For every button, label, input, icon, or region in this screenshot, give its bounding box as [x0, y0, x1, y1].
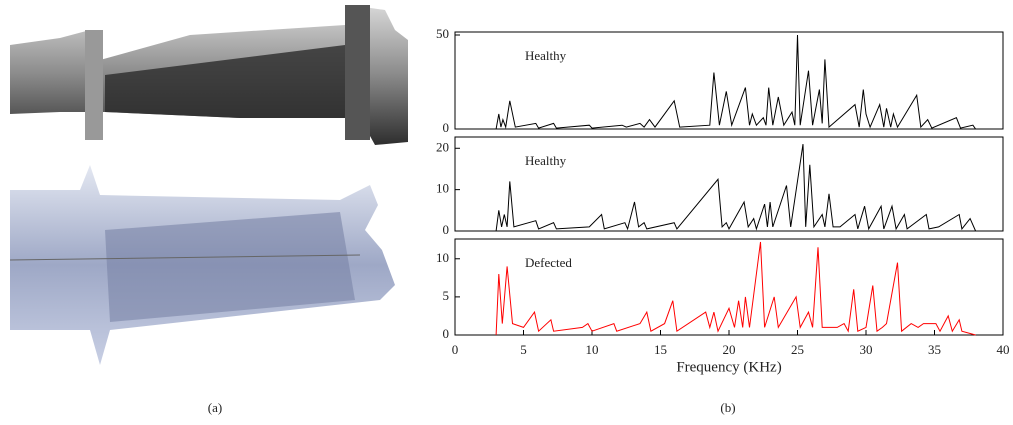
x-tick-label: 5 [520, 342, 527, 357]
plot-frame [454, 238, 1004, 336]
spectrum-line [495, 144, 977, 232]
blade-image-bottom [9, 165, 395, 365]
y-tick-label: 5 [443, 288, 450, 303]
caption: (b) [720, 400, 735, 415]
x-tick-label: 35 [928, 342, 941, 357]
y-tick-label: 10 [436, 181, 449, 196]
plot-frame [454, 31, 1004, 130]
x-tick-label: 0 [452, 342, 459, 357]
y-tick-label: 10 [436, 250, 449, 265]
spectrum-line [495, 34, 977, 130]
annotation: Defected [525, 255, 572, 270]
y-tick-label: 0 [443, 222, 450, 237]
annotation: Healthy [525, 153, 567, 168]
x-tick-label: 25 [791, 342, 804, 357]
x-tick-label: 20 [723, 342, 736, 357]
x-tick-label: 15 [654, 342, 667, 357]
x-tick-label: 10 [586, 342, 599, 357]
plot-frame [454, 136, 1004, 232]
y-tick-label: 0 [443, 326, 450, 341]
x-tick-label: 40 [997, 342, 1010, 357]
caption: (a) [208, 400, 222, 415]
y-tick-label: 0 [443, 120, 450, 135]
spectrum-line [495, 241, 976, 336]
annotation: Healthy [525, 48, 567, 63]
y-tick-label: 50 [436, 26, 449, 41]
blade-image-top [10, 5, 408, 145]
y-tick-label: 20 [436, 139, 449, 154]
x-tick-label: 30 [860, 342, 873, 357]
x-axis-label: Frequency (KHz) [676, 359, 781, 375]
